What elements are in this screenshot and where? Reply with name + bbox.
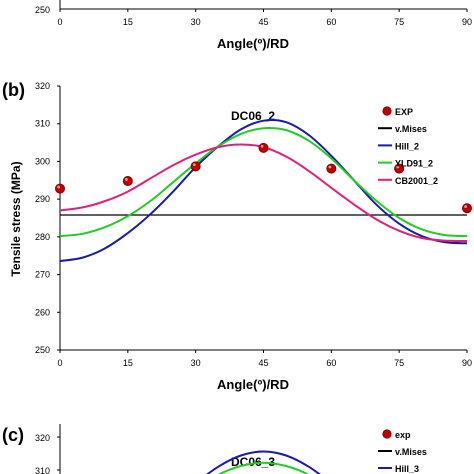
panel-b-y-axis-label: Tensile stress (MPa)	[9, 161, 23, 276]
panel-c-legend-label-exp: exp	[395, 430, 411, 440]
y-tick-label: 320	[35, 81, 50, 91]
panel-b: (b) Tensile stress (MPa) DC06_2 250 260 27…	[2, 80, 472, 392]
top-panel: 250 0 15 30 45 60 75 90 Angle(º)/RD	[35, 0, 472, 51]
panel-c-label: (c)	[2, 425, 24, 445]
top-x-tick-label: 15	[123, 17, 133, 27]
y-tick-label: 280	[35, 232, 50, 242]
top-x-tick-label: 0	[57, 17, 62, 27]
x-tick-label: 60	[326, 358, 336, 368]
top-x-tick-label: 30	[191, 17, 201, 27]
x-tick-label: 15	[123, 358, 133, 368]
series-line-yld91-2	[59, 126, 468, 238]
panel-c-legend-marker-exp	[382, 429, 392, 439]
y-tick-label: 310	[35, 119, 50, 129]
top-x-tick-label: 75	[394, 17, 404, 27]
panel-c-legend-label-hill-3: Hill_3	[395, 464, 419, 474]
y-tick-label: 270	[35, 270, 50, 280]
panel-c-series-line-hill-3	[206, 450, 321, 474]
x-tick-label: 75	[394, 358, 404, 368]
x-tick-label: 0	[57, 358, 62, 368]
panel-c-legend-label-v-mises: v.Mises	[395, 447, 427, 457]
panel-c-ytick-310: 310	[35, 466, 50, 474]
top-x-axis-label: Angle(º)/RD	[217, 36, 289, 51]
panel-c-plot-area	[206, 450, 321, 474]
x-tick-label: 90	[462, 358, 472, 368]
legend-label-v-mises: v.Mises	[395, 124, 427, 134]
data-point-exp	[326, 163, 337, 174]
panel-c-legend: exp v.Mises Hill_3	[378, 429, 427, 474]
top-x-tick-label: 45	[258, 17, 268, 27]
y-tick-label: 250	[35, 345, 50, 355]
top-x-tick-label: 90	[462, 17, 472, 27]
legend-label-cb2001-2: CB2001_2	[395, 176, 438, 186]
x-tick-label: 30	[191, 358, 201, 368]
panel-b-x-axis-label: Angle(º)/RD	[217, 377, 289, 392]
legend-label-yld91-2: YLD91_2	[395, 159, 433, 169]
top-x-tick-label: 60	[326, 17, 336, 27]
data-point-exp	[258, 142, 269, 153]
data-point-highlight	[125, 178, 128, 181]
data-point-highlight	[192, 163, 196, 167]
series-line-hill-2	[59, 119, 468, 262]
legend-marker-exp	[382, 106, 392, 116]
data-point-exp	[190, 161, 201, 172]
panel-c-ytick-320: 320	[35, 433, 50, 443]
panel-b-chart-title: DC06_2	[231, 109, 275, 123]
y-tick-label: 290	[35, 194, 50, 204]
data-point-exp	[55, 183, 66, 194]
top-ytick-label: 250	[35, 5, 50, 15]
data-point-highlight	[260, 144, 264, 148]
panel-b-label: (b)	[2, 80, 25, 100]
data-point-highlight	[464, 205, 467, 208]
panel-b-plot-area: 250 260 270 280 290 300 310 320 0 15 30 45 60 75 90	[35, 81, 472, 368]
x-tick-label: 45	[258, 358, 268, 368]
legend-label-hill-2: Hill_2	[395, 141, 419, 151]
data-point-highlight	[328, 165, 332, 169]
legend-label-exp: EXP	[395, 107, 413, 117]
panel-b-legend: EXP v.Mises Hill_2 YLD91_2 CB2001_2	[378, 106, 438, 186]
data-point-exp	[122, 176, 133, 187]
data-point-highlight	[396, 165, 400, 169]
data-point-exp	[461, 203, 472, 214]
data-point-highlight	[57, 185, 60, 189]
panel-c-series-line	[217, 461, 310, 474]
top-x-ticks: 0 15 30 45 60 75 90	[57, 9, 472, 27]
y-tick-label: 300	[35, 156, 50, 166]
y-tick-label: 260	[35, 307, 50, 317]
